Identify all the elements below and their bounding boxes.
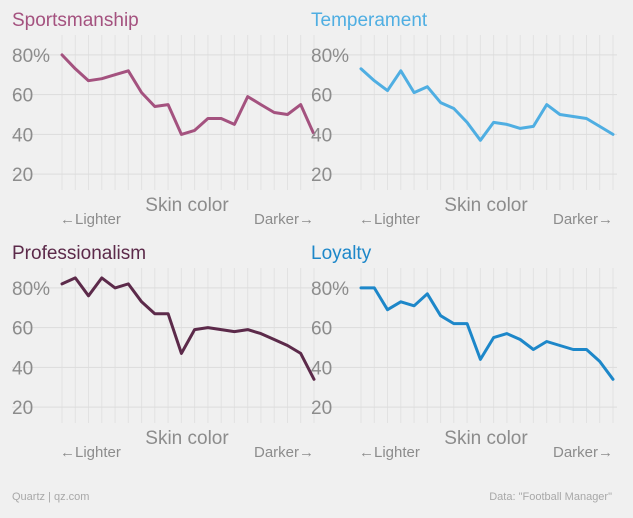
panel-professionalism: Professionalism 20 40 60 80% Skin color ←Ligh…: [12, 243, 322, 473]
y-tick-label: 20: [12, 398, 33, 419]
x-axis-label: Skin color: [145, 195, 229, 216]
lighter-label: ←Lighter: [359, 444, 420, 461]
series-line: [60, 276, 316, 381]
y-tick-label: 60: [12, 86, 33, 107]
y-tick-label: 60: [311, 319, 332, 340]
y-tick-label: 40: [311, 358, 332, 379]
lighter-label: ←Lighter: [60, 444, 121, 461]
y-tick-label: 60: [12, 319, 33, 340]
y-tick-label: 20: [311, 165, 332, 186]
x-axis-label: Skin color: [444, 195, 528, 216]
y-tick-label: 40: [12, 125, 33, 146]
series-line: [60, 53, 316, 136]
panel-title: Professionalism: [12, 243, 147, 264]
y-tick-label: 80%: [311, 46, 349, 67]
y-tick-label: 20: [311, 398, 332, 419]
y-tick-label: 40: [311, 125, 332, 146]
darker-label: Darker→: [254, 444, 314, 461]
y-tick-label: 80%: [12, 279, 50, 300]
series-line: [359, 67, 615, 142]
lighter-label: ←Lighter: [359, 211, 420, 228]
panel-title: Sportsmanship: [12, 10, 139, 31]
panel-temperament: Temperament 20 40 60 80% Skin color ←Lighter D…: [311, 10, 621, 240]
darker-label: Darker→: [553, 211, 613, 228]
panel-loyalty: Loyalty 20 40 60 80% Skin color ←Lighter Darke…: [311, 243, 621, 473]
darker-label: Darker→: [254, 211, 314, 228]
darker-label: Darker→: [553, 444, 613, 461]
y-tick-label: 80%: [12, 46, 50, 67]
chart-temperament: 20 40 60 80% Skin color ←Lighter Darker→: [311, 35, 617, 228]
x-axis-label: Skin color: [444, 428, 528, 449]
panel-title: Temperament: [311, 10, 428, 31]
y-tick-label: 60: [311, 86, 332, 107]
y-tick-label: 40: [12, 358, 33, 379]
y-tick-label: 20: [12, 165, 33, 186]
footer-source-left: Quartz | qz.com: [12, 491, 90, 503]
x-axis-label: Skin color: [145, 428, 229, 449]
chart-sportsmanship: 20 40 60 80% Skin color ←Lighter Darker→: [12, 35, 318, 228]
chart-professionalism: 20 40 60 80% Skin color ←Lighter Darker→: [12, 268, 318, 461]
lighter-label: ←Lighter: [60, 211, 121, 228]
footer-source-right: Data: "Football Manager": [489, 491, 612, 503]
panel-title: Loyalty: [311, 243, 372, 264]
panel-sportsmanship: Sportsmanship 20 40 60 80% Skin color ←Lighte…: [12, 10, 322, 240]
y-tick-label: 80%: [311, 279, 349, 300]
chart-loyalty: 20 40 60 80% Skin color ←Lighter Darker→: [311, 268, 617, 461]
series-line: [359, 286, 615, 381]
